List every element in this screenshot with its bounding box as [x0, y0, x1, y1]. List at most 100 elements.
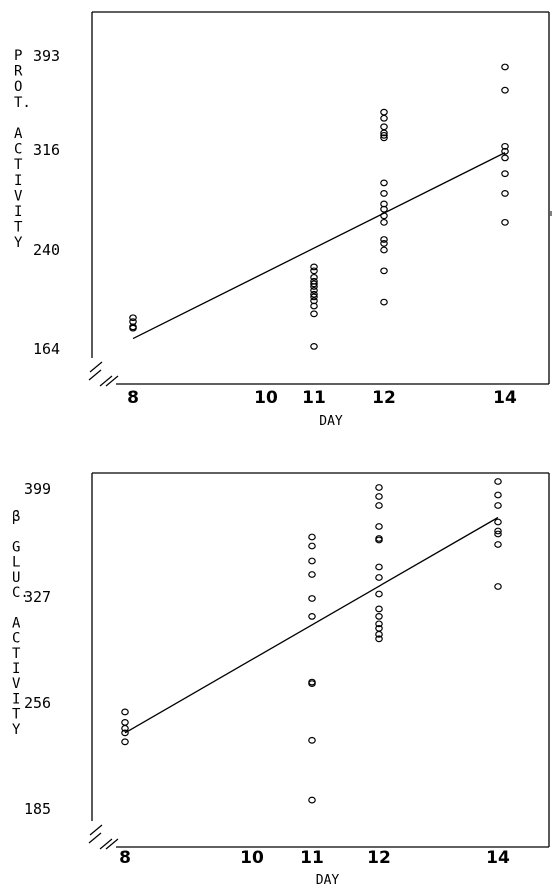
data-point — [308, 595, 316, 602]
x-tick-label: 14 — [493, 388, 517, 408]
data-point — [375, 605, 383, 613]
data-point — [494, 518, 502, 526]
regression-line — [132, 152, 506, 340]
data-point — [494, 541, 502, 548]
data-point — [494, 478, 502, 485]
x-axis-label: DAY — [319, 414, 343, 429]
axis-break-mark — [88, 832, 102, 844]
y-axis-label-char: C. — [12, 585, 29, 601]
x-tick-label: 14 — [486, 848, 510, 868]
data-point — [310, 310, 318, 318]
y-axis-label-char: C — [12, 631, 20, 647]
data-point — [310, 263, 318, 271]
data-point — [380, 179, 388, 187]
data-point — [501, 63, 509, 71]
data-point — [121, 738, 129, 746]
y-axis-label-char: V — [12, 676, 21, 692]
x-tick-label: 10 — [240, 848, 264, 868]
data-point — [375, 574, 383, 581]
data-point — [380, 114, 388, 122]
data-point — [121, 729, 129, 737]
data-point — [380, 236, 388, 243]
data-point — [375, 502, 383, 509]
y-axis-label-char: V — [14, 188, 23, 204]
data-point — [121, 719, 129, 726]
data-point — [308, 557, 316, 565]
y-tick-label: 399 — [24, 480, 51, 498]
data-point — [380, 123, 388, 131]
data-point — [375, 535, 383, 542]
data-point — [375, 624, 383, 632]
data-point — [380, 246, 388, 254]
axis-break-mark — [105, 375, 119, 387]
data-point — [310, 273, 318, 281]
data-point — [375, 484, 383, 491]
y-axis-label-char: I — [14, 173, 22, 189]
y-tick-label: 327 — [24, 588, 51, 606]
x-tick-label: 11 — [302, 388, 326, 408]
y-tick-label: 164 — [33, 340, 60, 358]
data-point — [494, 502, 502, 509]
data-point — [308, 571, 316, 578]
y-tick-label: 185 — [24, 800, 51, 818]
data-point — [310, 277, 318, 285]
y-axis-label-char: U — [12, 570, 20, 586]
y-axis-label-char: A — [14, 126, 23, 142]
data-point — [308, 542, 316, 550]
y-axis-label-char: β — [12, 509, 20, 525]
data-point — [380, 190, 388, 197]
data-point — [380, 131, 388, 139]
data-point — [380, 134, 388, 142]
data-point — [380, 298, 388, 306]
data-point — [501, 154, 509, 162]
data-point — [310, 293, 318, 301]
axis-break-mark — [99, 838, 113, 850]
y-axis-label-char: P — [14, 48, 22, 64]
y-axis-label-char: I — [12, 691, 20, 707]
data-point — [310, 286, 318, 294]
y-axis-label-char: T — [12, 707, 21, 723]
data-point — [375, 590, 383, 598]
y-axis-label-char: I — [14, 204, 22, 220]
data-point — [494, 530, 502, 538]
y-tick-label: 256 — [24, 694, 51, 712]
data-point — [375, 493, 383, 500]
x-tick-label: 11 — [300, 848, 324, 868]
data-point — [375, 635, 383, 643]
data-point — [310, 342, 318, 350]
data-point — [121, 724, 129, 732]
data-point — [375, 613, 383, 620]
x-tick-label: 10 — [254, 388, 278, 408]
data-point — [310, 297, 318, 305]
data-point — [501, 86, 509, 94]
data-point — [501, 190, 509, 197]
data-point — [308, 613, 316, 620]
data-point — [375, 620, 383, 628]
axis-break-mark — [89, 361, 103, 373]
x-tick-label: 8 — [119, 848, 131, 868]
data-point — [310, 290, 318, 298]
data-point — [494, 491, 502, 499]
y-axis-label-char: T — [12, 646, 21, 662]
x-tick-label: 12 — [367, 848, 391, 868]
axis-break-mark — [99, 375, 113, 387]
y-axis-label-char: A — [12, 615, 21, 631]
x-axis-label: DAY — [316, 873, 340, 888]
data-point — [308, 533, 316, 541]
y-tick-label: 393 — [33, 47, 60, 65]
data-point — [501, 147, 509, 155]
data-point — [380, 218, 388, 226]
y-axis-label-char: T — [14, 220, 23, 236]
y-axis-label-char: G — [12, 539, 20, 555]
data-point — [501, 170, 509, 178]
axis-break-mark — [105, 838, 119, 850]
y-axis-label-char: T. — [14, 95, 31, 111]
y-axis-label-char: Y — [12, 722, 21, 738]
data-point — [380, 108, 388, 116]
data-point — [380, 200, 388, 208]
y-axis-label-char: R — [14, 64, 23, 80]
y-axis-label-char: O — [14, 79, 22, 95]
data-point — [501, 218, 509, 226]
data-point — [310, 280, 318, 288]
